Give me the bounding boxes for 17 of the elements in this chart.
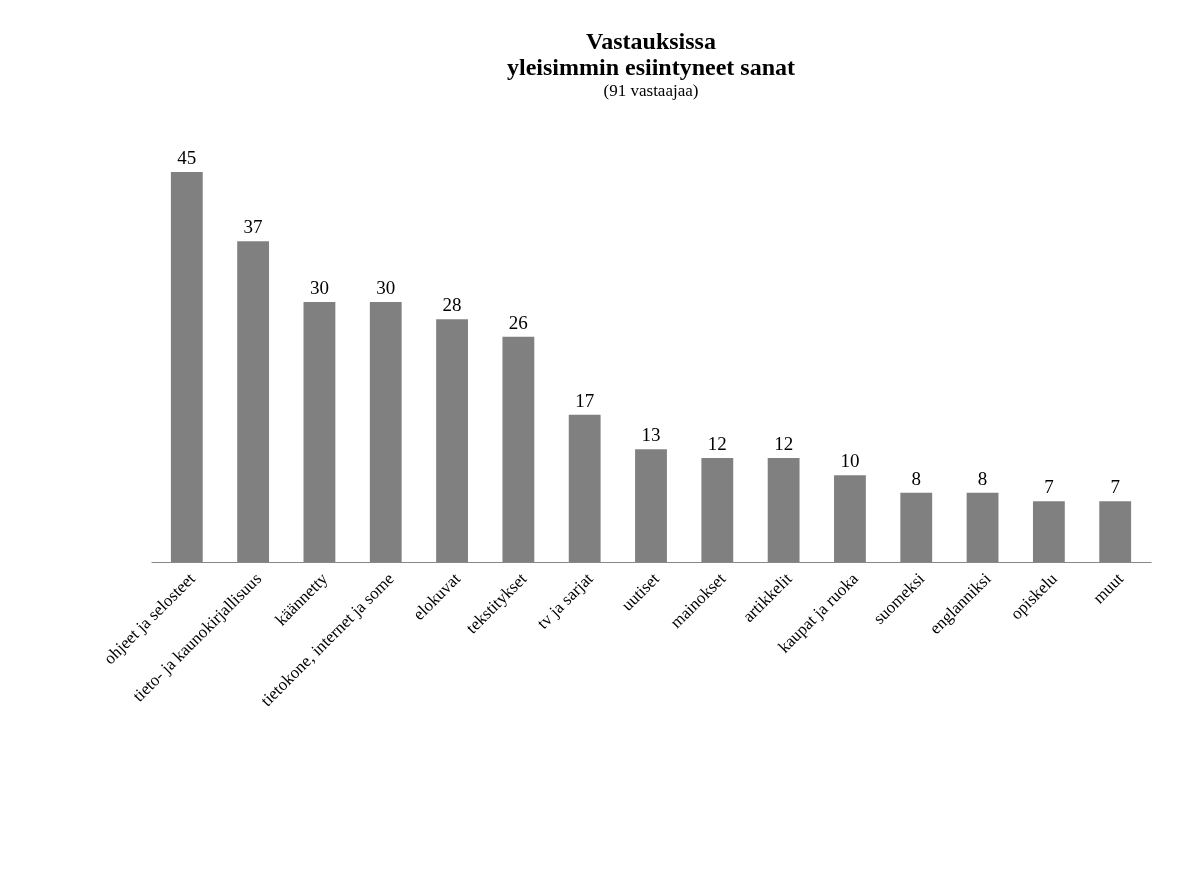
chart-title: Vastauksissa yleisimmin esiintyneet sanat: [507, 28, 795, 80]
data-label: 45: [177, 147, 197, 168]
data-label: 10: [840, 450, 860, 472]
chart-subtitle: (91 vastaajaa): [603, 81, 699, 100]
data-label: 26: [508, 311, 528, 333]
data-label: 12: [774, 433, 794, 454]
data-label: 28: [442, 294, 462, 316]
data-label: 30: [376, 277, 396, 298]
data-label: 8: [911, 467, 921, 489]
data-label: 17: [575, 389, 595, 411]
data-label: 12: [707, 433, 727, 454]
data-label: 37: [243, 216, 263, 238]
data-label: 30: [309, 277, 329, 298]
data-label: 7: [1044, 476, 1054, 498]
data-label: 8: [977, 467, 988, 489]
data-label: 13: [641, 424, 661, 446]
data-label: 7: [1110, 476, 1120, 498]
